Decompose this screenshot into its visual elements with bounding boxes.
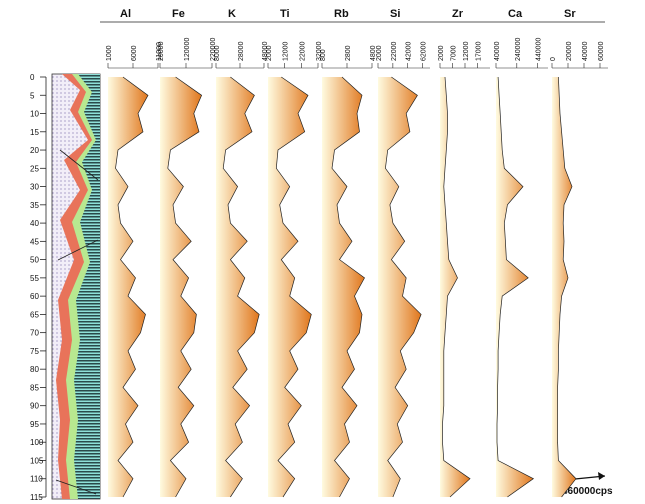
- lithology-column: [52, 74, 100, 499]
- y-tick-label: 25: [30, 164, 39, 173]
- scale-arrowhead: [598, 472, 605, 480]
- x-tick-label: 40000: [494, 41, 501, 61]
- y-tick-label: 15: [30, 128, 39, 137]
- x-tick-label: 17000: [476, 41, 483, 61]
- x-tick-label: 6000: [131, 45, 138, 61]
- y-tick-label: 35: [30, 201, 39, 210]
- series-title: Sr: [564, 8, 576, 20]
- y-tick-label: 100: [30, 438, 44, 447]
- y-tick-label: 0: [30, 73, 35, 82]
- x-tick-label: 440000: [536, 38, 543, 61]
- x-tick-label: 2000: [438, 45, 445, 61]
- area-fill: [322, 77, 365, 497]
- x-tick-label: 20000: [158, 41, 165, 61]
- y-tick-label: 90: [30, 402, 39, 411]
- chart: 460000cps 0 5 10 15 20 25 30 35 40 45 50 55 60 65 70 75…: [0, 0, 645, 504]
- x-tick-label: 12000: [283, 41, 290, 61]
- y-tick-label: 95: [30, 420, 39, 429]
- area-fill: [440, 77, 470, 497]
- area-fill: [160, 77, 202, 497]
- x-tick-label: 8000: [214, 45, 221, 61]
- x-tick-label: 2000: [266, 45, 273, 61]
- y-tick-label: 10: [30, 110, 39, 119]
- series-title: Ti: [280, 8, 290, 20]
- x-tick-label: 240000: [515, 38, 522, 61]
- x-tick-label: 2000: [376, 45, 383, 61]
- series-title: Si: [390, 8, 400, 20]
- area-fill: [268, 77, 311, 497]
- x-tick-label: 28000: [238, 41, 245, 61]
- scale-label: 460000cps: [562, 486, 613, 497]
- y-tick-label: 75: [30, 347, 39, 356]
- series-title: K: [228, 8, 236, 20]
- x-tick-label: 7000: [451, 45, 458, 61]
- series-title: Al: [120, 8, 131, 20]
- series-title: Ca: [508, 8, 523, 20]
- y-tick-label: 30: [30, 183, 39, 192]
- series-title: Rb: [334, 8, 349, 20]
- x-tick-label: 42000: [406, 41, 413, 61]
- y-tick-label: 5: [30, 91, 35, 100]
- y-tick-label: 45: [30, 237, 39, 246]
- x-tick-label: 2800: [345, 45, 352, 61]
- y-tick-label: 115: [30, 493, 43, 502]
- x-tick-label: 22000: [299, 41, 306, 61]
- y-tick-label: 65: [30, 310, 39, 319]
- x-tick-label: 0: [550, 57, 557, 61]
- y-tick-label: 85: [30, 383, 39, 392]
- x-tick-label: 20000: [566, 41, 573, 61]
- x-tick-label: 62000: [421, 41, 428, 61]
- x-tick-label: 22000: [391, 41, 398, 61]
- y-tick-label: 80: [30, 365, 39, 374]
- y-tick-label: 60: [30, 292, 39, 301]
- y-tick-label: 105: [30, 456, 44, 465]
- y-tick-label: 70: [30, 329, 39, 338]
- y-tick-label: 55: [30, 274, 39, 283]
- x-tick-label: 40000: [582, 41, 589, 61]
- area-fill: [108, 77, 148, 497]
- x-tick-label: 12000: [463, 41, 470, 61]
- area-fill: [552, 77, 576, 497]
- area-fill: [216, 77, 259, 497]
- page: {"chart_data": {"type": "area", "y": [0,…: [0, 0, 645, 504]
- x-tick-label: 1000: [106, 45, 113, 61]
- series-title: Zr: [452, 8, 464, 20]
- y-tick-label: 50: [30, 256, 39, 265]
- y-tick-label: 40: [30, 219, 39, 228]
- y-tick-label: 110: [30, 475, 43, 484]
- y-tick-label: 20: [30, 146, 39, 155]
- x-tick-label: 60000: [598, 41, 605, 61]
- x-tick-label: 120000: [184, 38, 191, 61]
- series-title: Fe: [172, 8, 185, 20]
- x-tick-label: 800: [320, 49, 327, 61]
